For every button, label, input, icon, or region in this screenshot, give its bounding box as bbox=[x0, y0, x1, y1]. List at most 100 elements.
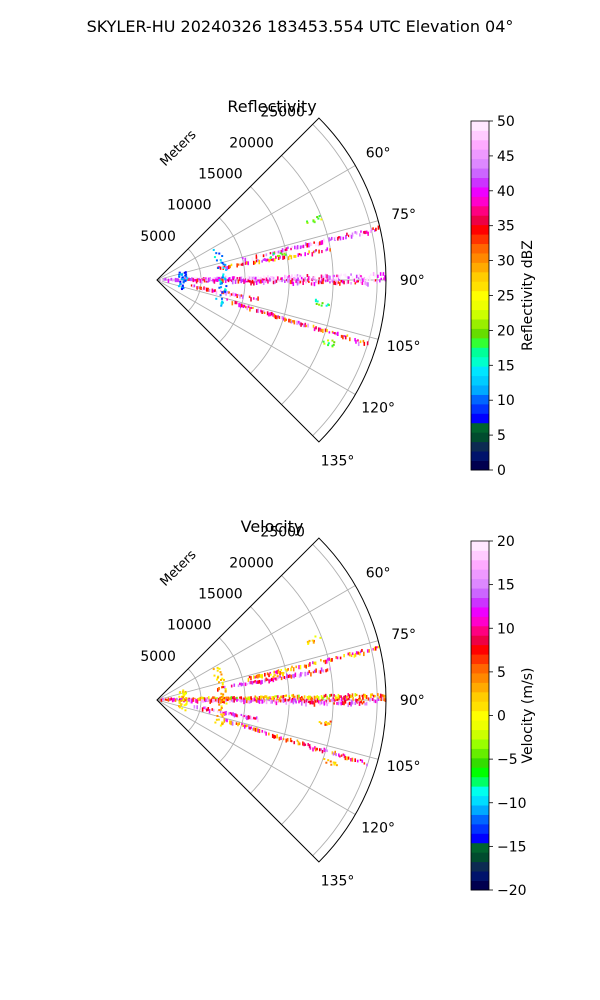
echo-cell bbox=[318, 748, 321, 752]
echo-cell bbox=[299, 245, 302, 250]
echo-cell bbox=[360, 230, 362, 233]
echo-cell bbox=[196, 278, 199, 283]
colorbar-swatch bbox=[471, 871, 489, 881]
echo-cell bbox=[359, 651, 361, 656]
echo-cell bbox=[383, 277, 385, 280]
echo-cell bbox=[203, 279, 206, 283]
echo-cell bbox=[258, 673, 260, 678]
colorbar-swatch bbox=[471, 309, 489, 320]
echo-cell bbox=[217, 698, 220, 704]
echo-cell bbox=[302, 741, 304, 746]
echo-cell bbox=[178, 698, 181, 701]
colorbar-swatch bbox=[471, 607, 489, 617]
echo-cell bbox=[310, 282, 313, 286]
echo-cell bbox=[334, 281, 337, 286]
echo-cell bbox=[304, 671, 307, 677]
colorbar-swatch bbox=[471, 356, 489, 367]
echo-cell bbox=[321, 250, 323, 254]
echo-cell bbox=[291, 278, 294, 281]
echo-cell bbox=[321, 698, 323, 701]
echo-cell bbox=[193, 698, 196, 702]
echo-cell bbox=[271, 258, 273, 261]
echo-cell bbox=[260, 680, 262, 685]
echo-cell bbox=[346, 232, 348, 236]
echo-cell bbox=[374, 279, 377, 282]
echo-cell bbox=[264, 678, 266, 683]
echo-cell bbox=[274, 699, 276, 704]
echo-cell bbox=[270, 698, 273, 701]
echo-cell bbox=[233, 683, 236, 687]
echo-cell bbox=[225, 696, 228, 699]
echo-cell bbox=[303, 700, 306, 704]
echo-cell bbox=[348, 697, 350, 701]
echo-cell bbox=[277, 315, 280, 318]
echo-cell bbox=[268, 696, 271, 700]
echo-cell bbox=[223, 265, 226, 268]
echo-cell bbox=[229, 711, 232, 715]
echo-cell bbox=[343, 654, 345, 658]
echo-cell bbox=[338, 278, 340, 281]
echo-cell bbox=[196, 699, 199, 704]
colorbar-swatch bbox=[471, 691, 489, 702]
echo-cell bbox=[269, 276, 272, 279]
echo-cell bbox=[221, 291, 224, 294]
echo-cell bbox=[319, 670, 322, 674]
echo-cell bbox=[195, 279, 197, 282]
echo-cell bbox=[184, 279, 187, 282]
echo-cell bbox=[351, 693, 354, 697]
echo-cell bbox=[301, 278, 304, 282]
echo-cell bbox=[339, 695, 341, 699]
echo-cell bbox=[321, 240, 324, 245]
echo-cell bbox=[324, 659, 327, 665]
echo-cell bbox=[216, 698, 219, 702]
echo-cell bbox=[182, 692, 185, 695]
echo-cell bbox=[265, 253, 268, 257]
echo-cell bbox=[293, 245, 296, 250]
colorbar-tick-label: 5 bbox=[497, 665, 506, 681]
radial-tick-label: 25000 bbox=[260, 524, 305, 540]
echo-cell bbox=[288, 674, 291, 678]
echo-cell bbox=[178, 706, 181, 709]
echo-cell bbox=[307, 642, 310, 645]
echo-cell bbox=[160, 278, 163, 283]
echo-cell bbox=[217, 278, 220, 282]
echo-cell bbox=[273, 313, 276, 318]
colorbar-swatch bbox=[471, 177, 489, 188]
echo-cell bbox=[337, 274, 340, 279]
echo-cell bbox=[307, 671, 309, 676]
echo-cell bbox=[243, 279, 245, 284]
echo-cell bbox=[367, 231, 369, 236]
echo-cell bbox=[304, 242, 307, 246]
echo-cell bbox=[250, 726, 253, 729]
echo-cell bbox=[352, 697, 354, 701]
echo-cell bbox=[309, 697, 312, 701]
echo-cell bbox=[224, 696, 227, 699]
echo-cell bbox=[311, 278, 313, 282]
echo-cell bbox=[320, 700, 323, 705]
echo-cell bbox=[181, 285, 184, 288]
echo-cell bbox=[220, 696, 223, 700]
echo-cell bbox=[363, 276, 366, 281]
echo-cell bbox=[302, 323, 305, 328]
echo-cell bbox=[205, 287, 208, 292]
echo-cell bbox=[360, 276, 363, 281]
echo-cell bbox=[323, 342, 326, 345]
echo-cell bbox=[364, 693, 366, 699]
echo-cell bbox=[326, 702, 328, 707]
echo-cell bbox=[244, 261, 247, 265]
echo-cell bbox=[247, 279, 250, 283]
echo-cell bbox=[180, 273, 183, 276]
echo-cell bbox=[221, 681, 224, 684]
echo-cell bbox=[250, 696, 252, 700]
echo-cell bbox=[181, 278, 184, 281]
colorbar-swatch bbox=[471, 616, 489, 627]
echo-cell bbox=[182, 699, 185, 702]
echo-cell bbox=[304, 743, 307, 746]
echo-cell bbox=[260, 279, 262, 284]
echo-cell bbox=[272, 252, 275, 255]
echo-cell bbox=[359, 759, 362, 762]
echo-cell bbox=[345, 234, 347, 240]
echo-cell bbox=[260, 695, 262, 700]
echo-cell bbox=[257, 259, 259, 262]
echo-cell bbox=[329, 699, 331, 703]
